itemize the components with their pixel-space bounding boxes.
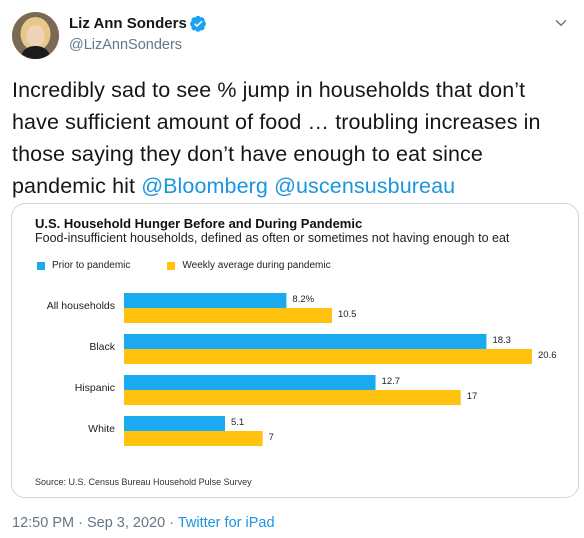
data-label: 18.3 (492, 335, 511, 346)
display-name[interactable]: Liz Ann Sonders (69, 15, 187, 32)
category-label: Hispanic (75, 382, 115, 394)
user-handle[interactable]: @LizAnnSonders (69, 37, 183, 53)
tweet-body: Incredibly sad to see % jump in househol… (12, 78, 541, 198)
data-label: 8.2% (292, 294, 314, 305)
category-label: White (88, 423, 115, 435)
bar-weekly (124, 349, 532, 364)
legend-item-prior: Prior to pandemic (37, 260, 130, 271)
avatar-image (12, 12, 59, 59)
name-row: Liz Ann Sonders (69, 15, 207, 32)
bar-weekly (124, 431, 263, 446)
bar-prior (124, 293, 287, 308)
chevron-down-icon[interactable] (552, 14, 570, 32)
data-label: 7 (269, 432, 274, 443)
data-label: 17 (467, 391, 478, 402)
category-label: Black (89, 341, 115, 353)
data-label: 20.6 (538, 350, 557, 361)
legend-swatch-prior (37, 261, 45, 270)
verified-badge-icon (189, 15, 206, 32)
tweet-date[interactable]: Sep 3, 2020 (86, 515, 166, 531)
tweet-time[interactable]: 12:50 PM (12, 515, 75, 531)
mention-link-uscensusbureau[interactable]: @uscensusbureau (274, 174, 456, 198)
data-label: 12.7 (382, 376, 401, 387)
bar-prior (124, 334, 487, 349)
bar-weekly (124, 390, 461, 405)
bar-weekly (124, 308, 332, 323)
chart-subtitle: Food-insufficient households, defined as… (35, 231, 510, 245)
bar-prior (124, 375, 376, 390)
tweet-footer: 12:50 PM · Sep 3, 2020 · Twitter for iPa… (12, 515, 275, 531)
legend-swatch-weekly (167, 261, 176, 270)
bar-prior (124, 416, 226, 431)
data-label: 5.1 (231, 417, 244, 428)
mention-link-bloomberg[interactable]: @Bloomberg (141, 174, 268, 198)
media-card[interactable]: All households 8.2% 10.5 Black 18.3 20.6 Hispa… (11, 203, 579, 498)
chart-source: Source: U.S. Census Bureau Household Pul… (35, 477, 252, 487)
separator: · (74, 515, 87, 531)
separator: · (165, 515, 178, 531)
legend-label-prior: Prior to pandemic (52, 260, 131, 271)
chart-legend: Prior to pandemic Weekly average during … (37, 260, 331, 271)
tweet-source-link[interactable]: Twitter for iPad (177, 515, 275, 531)
category-label: All households (47, 300, 115, 312)
avatar[interactable] (12, 12, 59, 59)
data-label: 10.5 (338, 309, 357, 320)
bar-chart: All households 8.2% 10.5 Black 18.3 20.6 Hispa… (47, 293, 557, 446)
legend-label-weekly: Weekly average during pandemic (182, 260, 331, 271)
legend-item-weekly: Weekly average during pandemic (167, 260, 331, 271)
tweet-text: Incredibly sad to see % jump in househol… (12, 74, 574, 202)
chart-title: U.S. Household Hunger Before and During … (35, 216, 363, 231)
tweet-header: Liz Ann Sonders @LizAnnSonders (12, 10, 572, 62)
